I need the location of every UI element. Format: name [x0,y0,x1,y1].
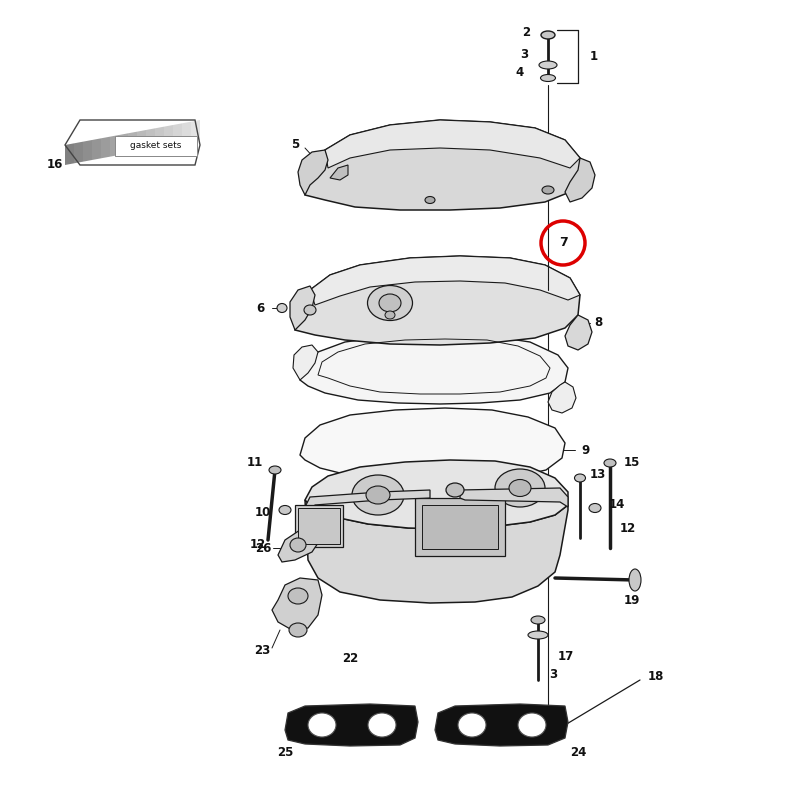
Text: 13: 13 [590,469,606,482]
Polygon shape [272,578,322,630]
Polygon shape [74,142,83,163]
Text: 26: 26 [255,542,271,554]
Polygon shape [278,528,320,562]
Ellipse shape [589,503,601,513]
Text: 16: 16 [47,158,63,171]
Bar [422,505,498,549]
Ellipse shape [574,474,586,482]
Ellipse shape [509,479,531,497]
Bar [115,136,197,156]
Polygon shape [83,140,92,162]
Text: 18: 18 [648,670,664,683]
Ellipse shape [528,631,548,639]
Polygon shape [92,138,101,160]
Ellipse shape [279,506,291,514]
Polygon shape [146,128,155,150]
Ellipse shape [368,713,396,737]
Ellipse shape [367,286,413,321]
Text: 23: 23 [254,643,270,657]
Polygon shape [191,120,200,142]
Polygon shape [565,315,592,350]
Polygon shape [290,286,315,330]
Bar [298,508,340,544]
Polygon shape [300,334,568,404]
Text: 5: 5 [291,138,299,151]
Ellipse shape [290,538,306,552]
Text: 24: 24 [570,746,586,758]
Polygon shape [310,256,580,305]
Polygon shape [182,122,191,143]
Ellipse shape [277,303,287,313]
Text: 8: 8 [594,317,602,330]
Ellipse shape [518,713,546,737]
Ellipse shape [541,31,555,39]
Text: 15: 15 [624,457,640,470]
Ellipse shape [308,713,336,737]
Polygon shape [300,408,565,481]
Polygon shape [325,120,580,168]
Ellipse shape [446,483,464,497]
Text: 7: 7 [558,237,567,250]
Ellipse shape [604,459,616,467]
Text: 3: 3 [520,49,528,62]
Ellipse shape [542,186,554,194]
Polygon shape [298,150,328,195]
Polygon shape [110,135,119,157]
Polygon shape [305,460,568,529]
Text: 2: 2 [522,26,530,39]
Text: 1: 1 [590,50,598,63]
Ellipse shape [269,466,281,474]
Bar [415,498,505,556]
Text: gasket sets: gasket sets [130,142,182,150]
Polygon shape [435,704,568,746]
Polygon shape [305,120,582,210]
Polygon shape [460,488,568,507]
Polygon shape [101,137,110,158]
Text: 3: 3 [549,669,557,682]
Polygon shape [330,165,348,180]
Bar [295,505,343,547]
Polygon shape [548,382,576,413]
Text: 10: 10 [255,506,271,518]
Text: 6: 6 [256,302,264,314]
Text: 14: 14 [609,498,625,511]
Text: 12: 12 [250,538,266,551]
Polygon shape [164,125,173,146]
Polygon shape [305,490,430,515]
Ellipse shape [629,569,641,591]
Polygon shape [565,158,595,202]
Ellipse shape [531,616,545,624]
Text: 22: 22 [342,651,358,665]
Ellipse shape [541,74,555,82]
Text: 25: 25 [277,746,293,758]
Text: 4: 4 [516,66,524,78]
Polygon shape [285,704,418,746]
Polygon shape [293,345,318,380]
Text: 9: 9 [581,443,589,457]
Ellipse shape [458,713,486,737]
Ellipse shape [385,311,395,319]
Polygon shape [305,500,568,603]
Ellipse shape [304,305,316,315]
Polygon shape [173,123,182,145]
Polygon shape [137,130,146,152]
Ellipse shape [289,623,307,637]
Polygon shape [155,126,164,148]
Text: 12: 12 [620,522,636,534]
Text: 19: 19 [624,594,640,606]
Text: 17: 17 [558,650,574,662]
Ellipse shape [379,294,401,312]
Polygon shape [295,256,580,345]
Ellipse shape [495,469,545,507]
Polygon shape [65,143,74,165]
Ellipse shape [539,61,557,69]
Text: 11: 11 [247,455,263,469]
Polygon shape [119,134,128,155]
Polygon shape [128,132,137,154]
Ellipse shape [288,588,308,604]
Ellipse shape [352,475,404,515]
Ellipse shape [366,486,390,504]
Ellipse shape [425,197,435,203]
